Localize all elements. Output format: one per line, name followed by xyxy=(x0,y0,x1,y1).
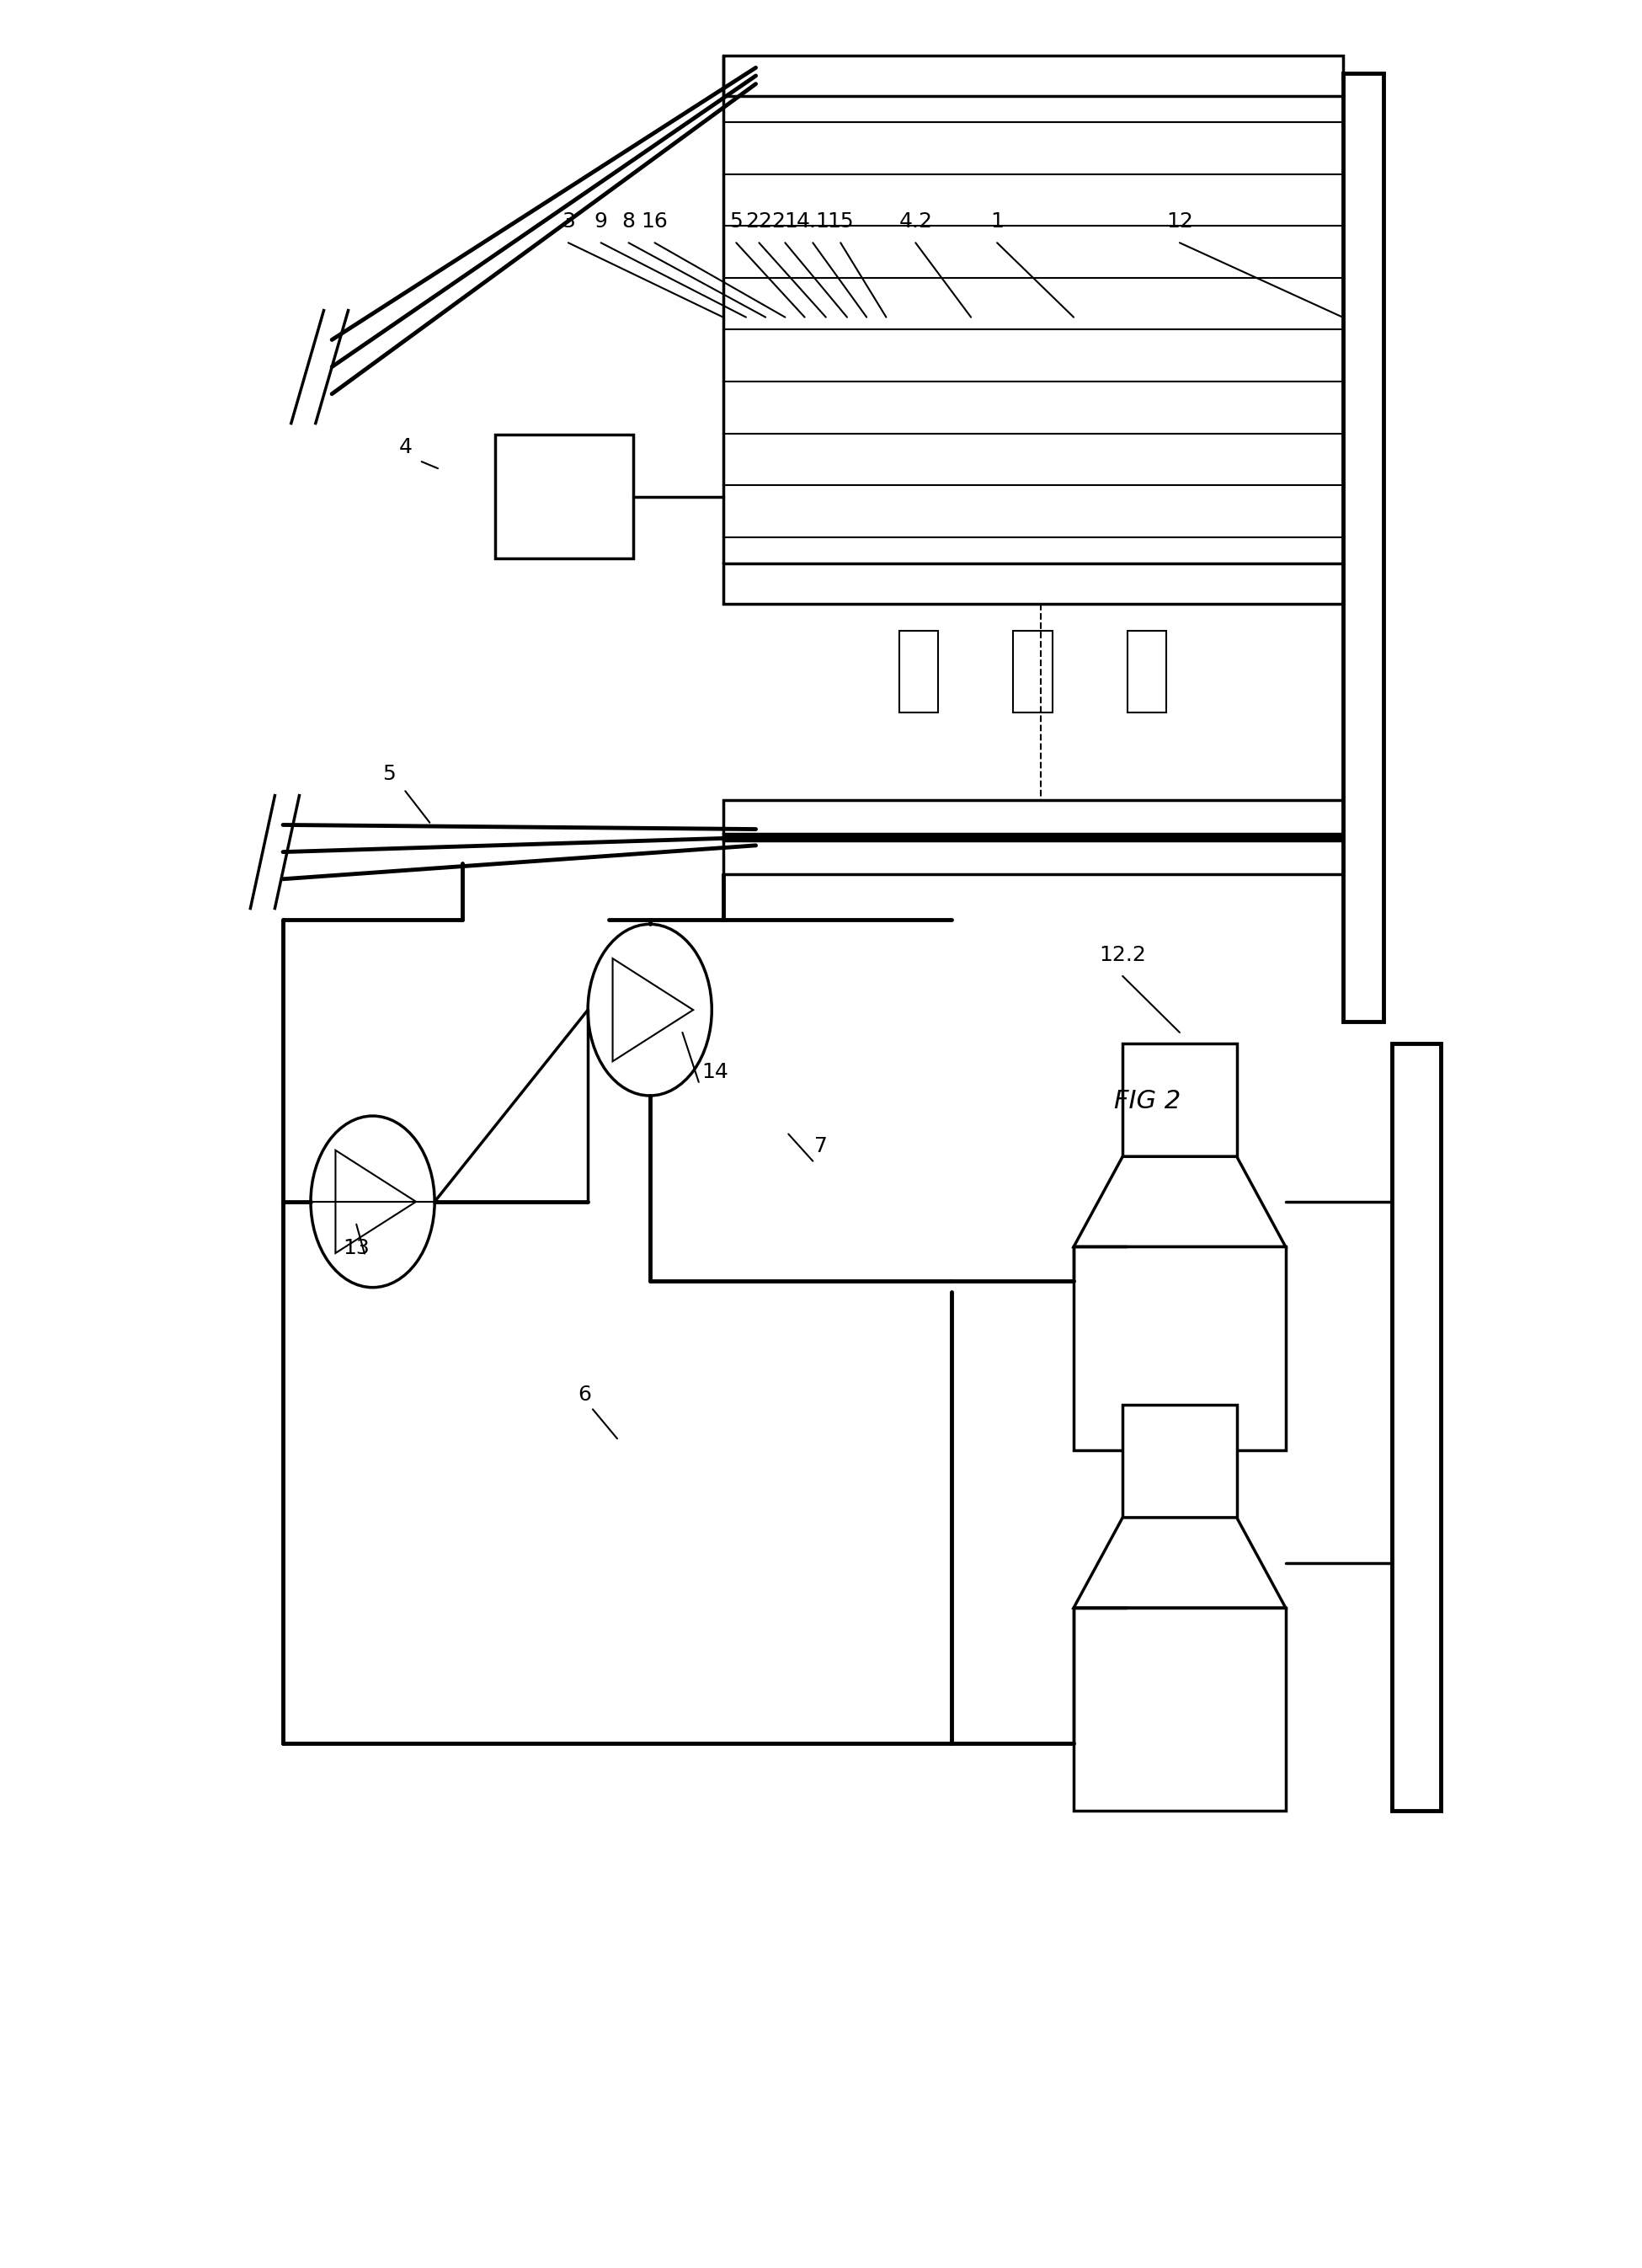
Polygon shape xyxy=(1123,1043,1236,1157)
Polygon shape xyxy=(1074,1517,1286,1608)
Text: 9: 9 xyxy=(594,211,608,231)
Polygon shape xyxy=(1128,631,1166,712)
Text: 16: 16 xyxy=(642,211,668,231)
Text: 13: 13 xyxy=(343,1238,369,1259)
Text: 4.1: 4.1 xyxy=(796,211,829,231)
Text: 3: 3 xyxy=(562,211,575,231)
Polygon shape xyxy=(494,435,634,558)
Circle shape xyxy=(310,1116,435,1288)
Text: 1: 1 xyxy=(990,211,1003,231)
Text: FIG 2: FIG 2 xyxy=(1113,1089,1181,1114)
Text: 14: 14 xyxy=(701,1061,729,1082)
Polygon shape xyxy=(1074,1157,1286,1247)
Polygon shape xyxy=(1123,1404,1236,1517)
Text: 21: 21 xyxy=(772,211,798,231)
Text: 12: 12 xyxy=(1166,211,1194,231)
Text: 22: 22 xyxy=(745,211,772,231)
Text: 4: 4 xyxy=(399,438,412,458)
Polygon shape xyxy=(1074,1608,1286,1810)
Polygon shape xyxy=(1013,631,1053,712)
Text: 4.2: 4.2 xyxy=(898,211,933,231)
Polygon shape xyxy=(900,631,938,712)
Text: 7: 7 xyxy=(814,1136,828,1157)
Text: 5: 5 xyxy=(729,211,742,231)
Polygon shape xyxy=(1074,1247,1286,1449)
Text: 5: 5 xyxy=(383,764,396,785)
Text: 12.2: 12.2 xyxy=(1098,943,1146,964)
Text: 6: 6 xyxy=(578,1383,591,1404)
Text: 15: 15 xyxy=(828,211,854,231)
Circle shape xyxy=(588,923,711,1095)
Text: 8: 8 xyxy=(622,211,635,231)
